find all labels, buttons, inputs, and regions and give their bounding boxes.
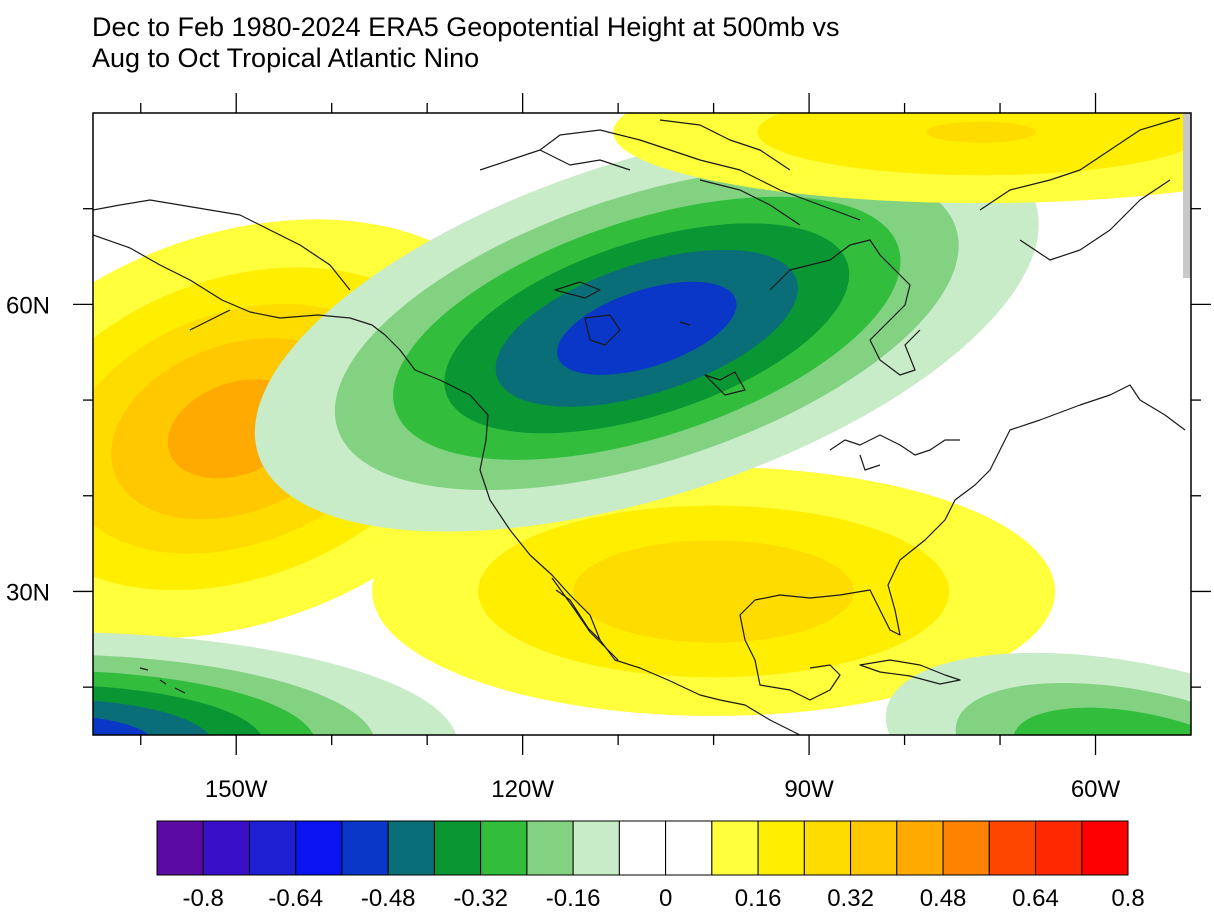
colorbar-swatch <box>480 820 528 876</box>
anomaly-center-hawaii-trough <box>93 632 457 735</box>
coastline-arctic-archipelago <box>479 119 861 226</box>
coastline-west-coast <box>93 234 801 735</box>
contour-band-gulf-ridge <box>573 540 854 643</box>
colorbar-label: 0.48 <box>920 885 967 912</box>
colorbar-swatch <box>757 820 805 876</box>
lat-tick-label: 30N <box>6 579 50 606</box>
colorbar-label: -0.64 <box>268 885 323 912</box>
axis-ticks <box>73 93 1211 755</box>
contour-band-canada-trough <box>557 281 737 375</box>
colorbar-label: 0.8 <box>1111 885 1144 912</box>
colorbar-swatch <box>387 820 435 876</box>
colorbar-swatch <box>1081 820 1129 876</box>
map-frame <box>92 112 1192 736</box>
colorbar-label: -0.32 <box>453 885 508 912</box>
contour-band-hawaii-trough <box>93 717 150 735</box>
colorbar-swatch <box>850 820 898 876</box>
coastline-greenland <box>979 117 1181 261</box>
colorbar-swatch <box>248 820 297 876</box>
coastline-hawaii <box>139 667 186 694</box>
colorbar-swatch <box>618 820 667 876</box>
colorbar-label: -0.16 <box>546 885 601 912</box>
missing-data-strip <box>1183 113 1191 278</box>
colorbar-swatch <box>988 820 1037 876</box>
coastline-alaska <box>93 199 351 331</box>
colorbar-swatch <box>1035 820 1083 876</box>
anomaly-center-canada-trough <box>254 125 1039 532</box>
lon-tick-label: 90W <box>784 776 834 803</box>
colorbar-swatch <box>665 820 713 876</box>
colorbar-label: 0.64 <box>1012 885 1059 912</box>
lon-tick-label: 150W <box>205 776 268 803</box>
contour-band-arctic-ridge <box>757 113 1191 176</box>
anomaly-contour-layer <box>93 113 1191 735</box>
colorbar-swatch <box>526 820 574 876</box>
coastline-great-lakes <box>829 434 960 471</box>
colorbar-label: 0.16 <box>735 885 782 912</box>
colorbar-swatch <box>711 820 759 876</box>
chart-title-line-2: Aug to Oct Tropical Atlantic Nino <box>92 43 480 73</box>
anomaly-center-gulf-ridge <box>372 466 1056 716</box>
lat-tick-label: 60N <box>6 292 50 319</box>
coastline-cuba <box>859 659 961 685</box>
colorbar-swatch <box>896 820 944 876</box>
colorbar-label: 0 <box>659 885 672 912</box>
colorbar-swatch <box>202 820 250 876</box>
colorbar-label: -0.48 <box>361 885 416 912</box>
coastline-canadian-lakes <box>554 281 746 396</box>
anomaly-center-caribbean-trough <box>885 652 1191 735</box>
colorbar-swatch <box>942 820 990 876</box>
colorbar-label: 0.32 <box>827 885 874 912</box>
axis-tick-labels: 150W 120W 90W 60W 60N 30N <box>6 292 1121 803</box>
colorbar-swatch <box>433 820 482 876</box>
colorbar: -0.8 -0.64 -0.48 -0.32 -0.16 0 0.16 0.32 0.48 0.6… <box>156 820 1145 912</box>
coastline-layer <box>93 117 1186 735</box>
coastline-gulf-of-mexico <box>739 384 1186 641</box>
coastline-hudson-bay <box>769 239 921 376</box>
colorbar-swatch <box>341 820 389 876</box>
lon-tick-label: 120W <box>491 776 554 803</box>
colorbar-swatch <box>803 820 852 876</box>
contour-band-arctic-ridge <box>926 121 1036 143</box>
chart-title: Dec to Feb 1980-2024 ERA5 Geopotential H… <box>92 12 839 74</box>
chart-title-line-1: Dec to Feb 1980-2024 ERA5 Geopotential H… <box>92 12 840 42</box>
colorbar-swatch <box>156 820 204 876</box>
lon-tick-label: 60W <box>1071 776 1121 803</box>
colorbar-swatch <box>295 820 343 876</box>
colorbar-label: -0.8 <box>183 885 224 912</box>
coastline-baja <box>551 577 619 661</box>
coastline-yucatan <box>744 639 841 701</box>
colorbar-swatch <box>572 820 620 876</box>
